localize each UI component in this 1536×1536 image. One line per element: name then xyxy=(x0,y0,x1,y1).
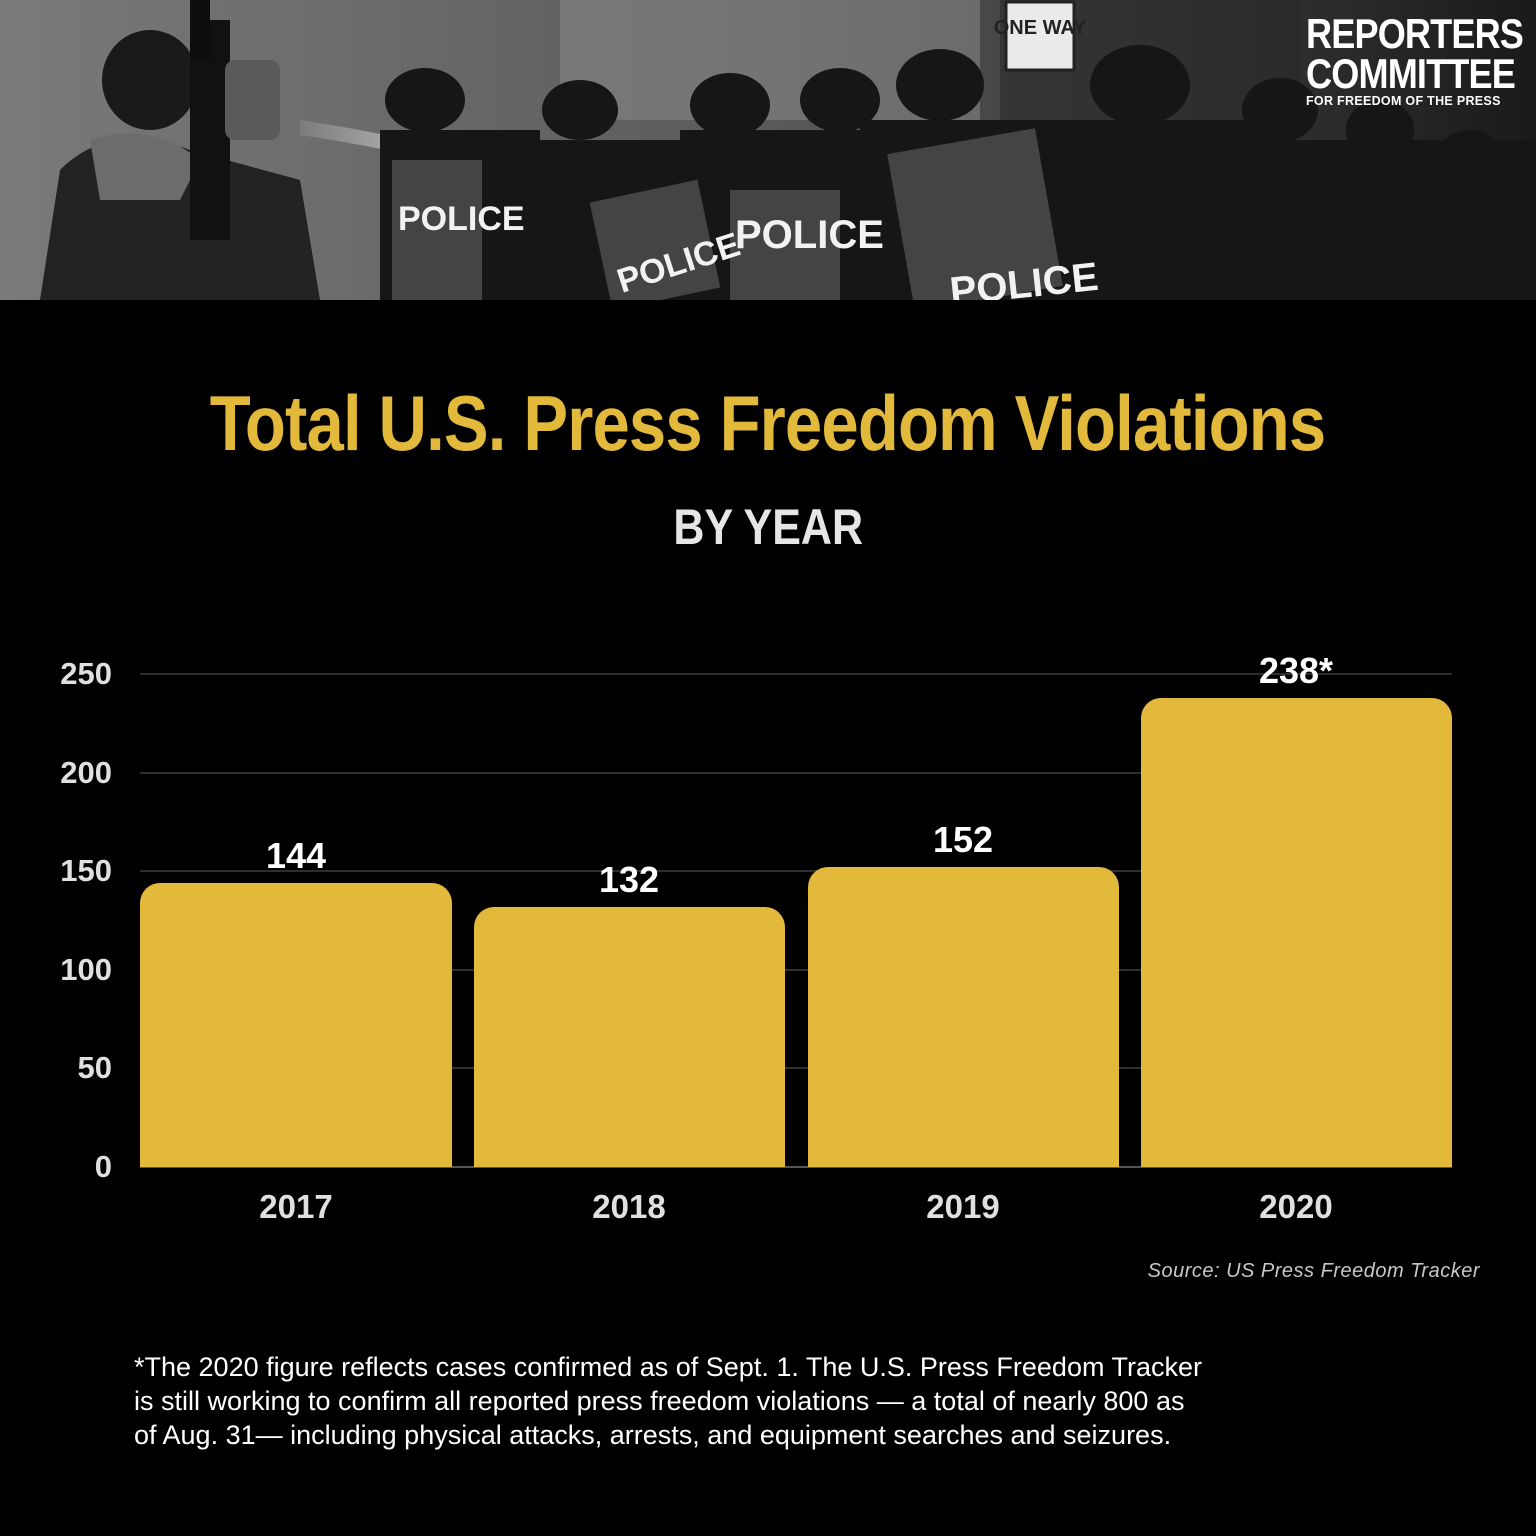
y-tick-50: 50 xyxy=(77,1050,112,1085)
footnote: *The 2020 figure reflects cases confirme… xyxy=(134,1350,1424,1452)
value-label-2019: 152 xyxy=(932,819,994,861)
logo-line-committee: COMMITTEE xyxy=(1306,50,1516,97)
bar-2017 xyxy=(140,883,452,1167)
x-label-2018: 2018 xyxy=(592,1188,666,1225)
bar-2018 xyxy=(474,906,785,1167)
footnote-line-2: is still working to confirm all reported… xyxy=(134,1386,1185,1416)
gridline-50 xyxy=(140,1067,1452,1069)
x-label-2019: 2019 xyxy=(926,1188,1000,1225)
value-label-2017: 144 xyxy=(265,835,327,877)
baseline-0 xyxy=(140,1166,1452,1168)
one-way-sign: ONE WAY xyxy=(994,0,1087,72)
protest-photo-illustration: ONE WAY xyxy=(0,0,1536,300)
svg-text:POLICE: POLICE xyxy=(735,213,884,257)
riot-police: POLICE POLICE POLICE POLICE xyxy=(380,45,1536,300)
gridline-250 xyxy=(140,673,1452,675)
y-tick-0: 0 xyxy=(94,1149,112,1184)
y-tick-100: 100 xyxy=(60,952,112,987)
logo-tagline: FOR FREEDOM OF THE PRESS xyxy=(1306,94,1501,108)
header-photo: ONE WAY xyxy=(0,0,1536,300)
gridline-100 xyxy=(140,969,1452,971)
y-tick-150: 150 xyxy=(60,853,112,888)
source-note: Source: US Press Freedom Tracker xyxy=(1147,1260,1480,1282)
bar-2019 xyxy=(808,867,1119,1167)
gridline-150 xyxy=(140,870,1452,872)
logo-line-reporters: REPORTERS xyxy=(1306,10,1524,57)
value-label-2018: 132 xyxy=(598,858,660,900)
x-label-2020: 2020 xyxy=(1259,1188,1333,1225)
chart-title: Total U.S. Press Freedom Violations xyxy=(210,379,1326,467)
x-label-2017: 2017 xyxy=(259,1188,333,1225)
svg-text:POLICE: POLICE xyxy=(398,200,525,238)
value-label-2020: 238* xyxy=(1258,649,1334,691)
y-tick-200: 200 xyxy=(60,755,112,790)
footnote-line-3: of Aug. 31— including physical attacks, … xyxy=(134,1420,1172,1450)
reporters-committee-logo: REPORTERS COMMITTEE FOR FREEDOM OF THE P… xyxy=(1306,10,1524,109)
bar-chart-plot-area: 144 132 152 238* xyxy=(140,650,1452,1168)
footnote-line-1: *The 2020 figure reflects cases confirme… xyxy=(134,1352,1202,1382)
y-tick-250: 250 xyxy=(60,656,112,691)
bar-2020 xyxy=(1141,697,1452,1167)
gridline-200 xyxy=(140,772,1452,774)
svg-text:ONE WAY: ONE WAY xyxy=(994,17,1087,39)
camera-operator xyxy=(40,0,320,300)
chart-subtitle: BY YEAR xyxy=(673,499,863,555)
